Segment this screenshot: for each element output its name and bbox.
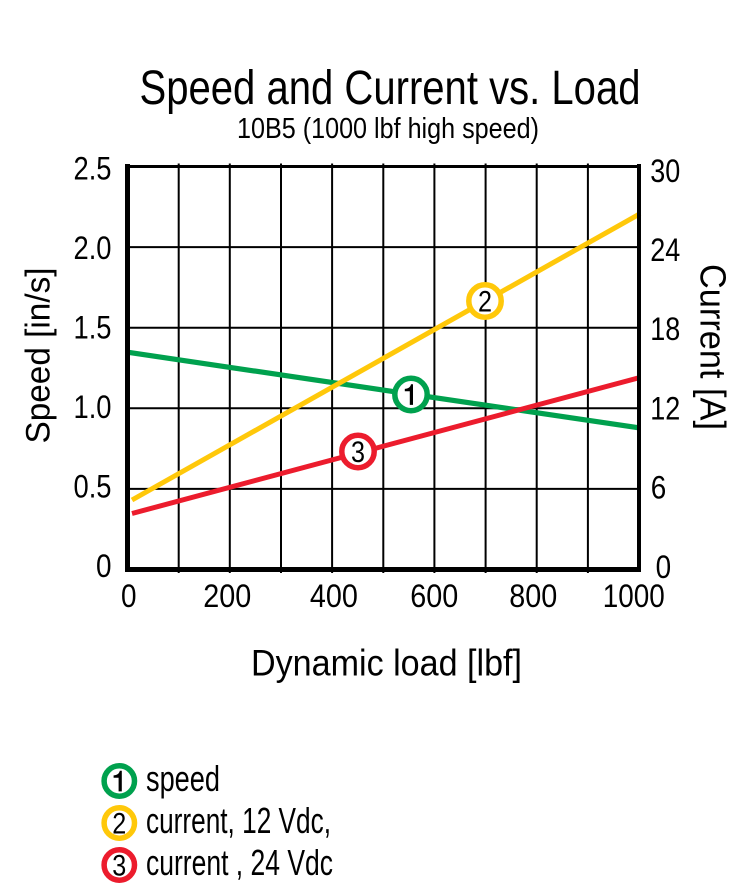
svg-text:2.0: 2.0 <box>74 230 112 266</box>
svg-text:400: 400 <box>310 578 358 614</box>
svg-text:speed: speed <box>146 758 220 799</box>
svg-text:1000: 1000 <box>603 578 665 614</box>
svg-text:18: 18 <box>650 311 680 347</box>
svg-text:0: 0 <box>121 578 137 614</box>
svg-text:6: 6 <box>651 470 667 506</box>
svg-text:1.5: 1.5 <box>74 310 112 346</box>
svg-text:2: 2 <box>112 807 126 840</box>
svg-text:10B5 (1000 lbf high speed): 10B5 (1000 lbf high speed) <box>237 113 539 145</box>
svg-text:current , 24 Vdc: current , 24 Vdc <box>146 842 333 883</box>
svg-text:0: 0 <box>96 548 112 584</box>
svg-text:Dynamic load [lbf]: Dynamic load [lbf] <box>251 643 522 684</box>
svg-text:2: 2 <box>478 285 492 318</box>
svg-text:200: 200 <box>203 578 251 614</box>
svg-text:Speed and Current vs. Load: Speed and Current vs. Load <box>140 62 641 115</box>
svg-text:0.5: 0.5 <box>74 469 112 505</box>
svg-text:current, 12 Vdc,: current, 12 Vdc, <box>146 800 331 841</box>
svg-text:1.0: 1.0 <box>74 389 112 425</box>
svg-text:600: 600 <box>410 578 458 614</box>
svg-text:3: 3 <box>112 849 126 882</box>
svg-text:800: 800 <box>509 578 557 614</box>
svg-text:Current [A]: Current [A] <box>693 264 734 430</box>
svg-text:12: 12 <box>650 390 680 426</box>
svg-text:3: 3 <box>351 436 365 469</box>
svg-text:30: 30 <box>650 153 680 189</box>
svg-text:0: 0 <box>656 549 672 585</box>
svg-text:Speed [in/s]: Speed [in/s] <box>19 268 57 444</box>
svg-text:24: 24 <box>650 232 680 268</box>
svg-text:2.5: 2.5 <box>74 150 112 186</box>
